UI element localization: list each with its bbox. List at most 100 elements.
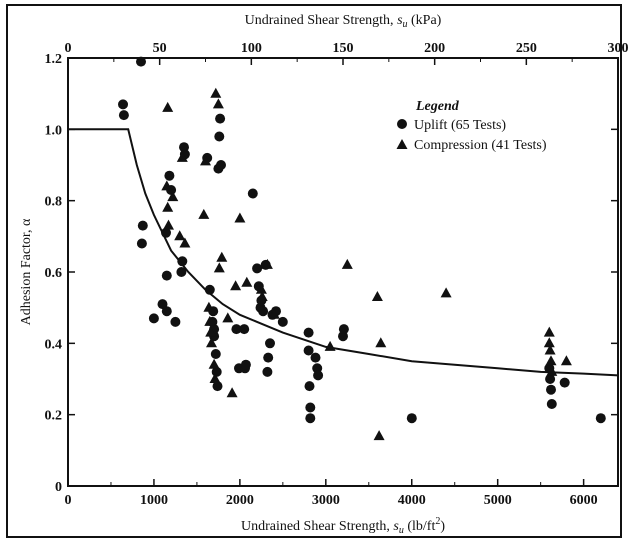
uplift-point xyxy=(215,113,226,124)
compression-point xyxy=(161,180,173,191)
top-x-tick-label: 250 xyxy=(516,41,537,56)
compression-point xyxy=(163,219,174,230)
compression-point xyxy=(212,98,224,109)
x-tick-label: 4000 xyxy=(398,493,426,508)
uplift-point xyxy=(305,413,316,424)
compression-point xyxy=(544,344,556,355)
compression-point xyxy=(241,276,253,287)
top-x-tick-label: 200 xyxy=(424,41,445,56)
legend-circle-marker xyxy=(397,119,407,129)
compression-point xyxy=(213,262,225,273)
top-x-tick-label: 0 xyxy=(65,41,72,56)
uplift-point xyxy=(118,99,128,110)
uplift-point xyxy=(595,413,606,424)
uplift-point xyxy=(214,131,225,142)
compression-point xyxy=(375,337,387,348)
uplift-point xyxy=(216,160,226,170)
compression-point xyxy=(324,340,336,351)
top-x-tick-label: 50 xyxy=(153,41,167,56)
chart-frame xyxy=(6,4,622,538)
uplift-point xyxy=(252,263,263,274)
y-tick-label: 1.2 xyxy=(45,52,63,67)
compression-point xyxy=(543,337,555,348)
legend-triangle-marker xyxy=(396,139,408,149)
uplift-point xyxy=(118,110,129,121)
uplift-point xyxy=(304,381,315,392)
compression-point xyxy=(162,101,174,112)
uplift-point xyxy=(177,256,188,267)
compression-point xyxy=(205,326,217,337)
uplift-point xyxy=(176,267,187,277)
compression-point xyxy=(546,365,558,376)
compression-point xyxy=(230,280,242,291)
compression-point xyxy=(560,355,572,366)
x-tick-label: 2000 xyxy=(226,493,254,508)
x-tick-label: 5000 xyxy=(484,493,512,508)
compression-point xyxy=(206,337,217,348)
compression-point xyxy=(222,312,234,323)
compression-point xyxy=(226,387,238,398)
legend-title: Legend xyxy=(415,99,460,114)
uplift-point xyxy=(313,370,324,381)
compression-point xyxy=(256,291,268,301)
compression-point xyxy=(162,201,174,212)
compression-point xyxy=(255,283,267,294)
compression-point xyxy=(440,287,452,298)
uplift-point xyxy=(263,352,274,363)
compression-point xyxy=(543,326,555,337)
legend-entry-compression: Compression (41 Tests) xyxy=(414,138,547,153)
x-tick-label: 3000 xyxy=(312,493,340,508)
y-tick-label: 0.6 xyxy=(45,266,63,281)
uplift-point xyxy=(136,238,147,249)
compression-point xyxy=(198,208,210,219)
uplift-point xyxy=(406,413,417,424)
top-axis-title: Undrained Shear Strength, su (kPa) xyxy=(245,13,442,30)
uplift-point xyxy=(545,374,556,384)
uplift-point xyxy=(265,338,275,349)
uplift-point xyxy=(170,316,181,327)
compression-point xyxy=(200,155,211,166)
uplift-point xyxy=(204,284,215,295)
uplift-point xyxy=(164,170,175,181)
legend: Legend Uplift (65 Tests) Compression (41… xyxy=(396,99,547,153)
uplift-point xyxy=(559,377,570,388)
uplift-point xyxy=(161,270,172,281)
uplift-point xyxy=(277,316,288,327)
uplift-point xyxy=(305,402,316,413)
uplift-point xyxy=(546,399,557,409)
y-axis-title: Adhesion Factor, α xyxy=(19,218,34,325)
compression-point xyxy=(268,308,280,319)
compression-point xyxy=(209,373,221,383)
uplift-point xyxy=(239,324,250,335)
y-tick-label: 0.2 xyxy=(45,409,63,424)
compression-point xyxy=(216,251,228,262)
compression-point xyxy=(179,237,191,248)
legend-entry-uplift: Uplift (65 Tests) xyxy=(414,118,506,133)
uplift-point xyxy=(338,324,349,335)
uplift-point xyxy=(211,366,222,377)
compression-point xyxy=(545,355,557,366)
top-x-tick-label: 150 xyxy=(333,41,354,56)
uplift-point xyxy=(212,381,223,392)
compression-point xyxy=(261,258,273,269)
uplift-point xyxy=(240,359,251,370)
compression-point xyxy=(371,291,383,301)
compression-point xyxy=(341,258,353,269)
compression-point xyxy=(210,87,222,98)
uplift-point xyxy=(247,188,258,199)
compression-point xyxy=(208,358,220,369)
uplift-point xyxy=(303,327,314,338)
uplift-point xyxy=(161,227,171,238)
y-tick-label: 0.8 xyxy=(45,195,63,210)
compression-point xyxy=(234,212,246,223)
compression-point xyxy=(204,315,216,326)
uplift-point xyxy=(161,306,172,317)
uplift-point xyxy=(136,56,146,67)
compression-point xyxy=(167,191,179,202)
uplift-point xyxy=(137,220,148,231)
compression-point xyxy=(174,230,186,241)
top-x-tick-label: 100 xyxy=(241,41,262,56)
plot-area xyxy=(67,57,619,487)
uplift-point xyxy=(210,349,221,359)
